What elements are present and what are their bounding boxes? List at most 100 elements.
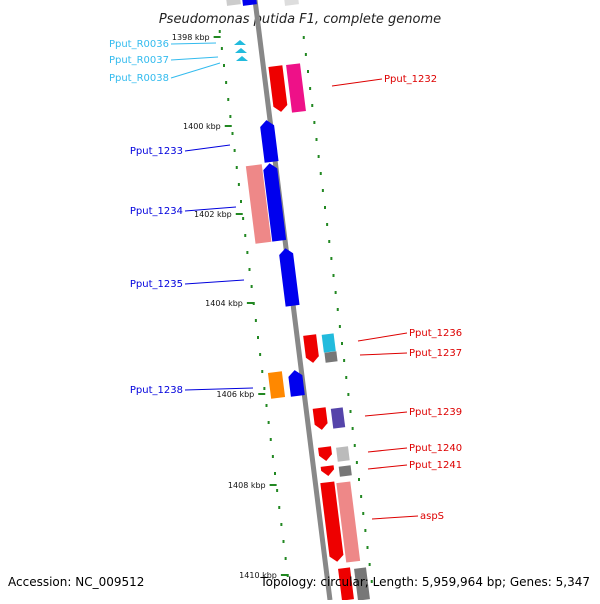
- bottom-gray-box: [354, 567, 370, 601]
- gene-1241-group: [320, 465, 335, 476]
- guide-dot-right: [364, 529, 367, 532]
- trna-marker-1: [235, 48, 247, 53]
- tick-label-2: 1402 kbp: [194, 210, 232, 219]
- gene-1241: [320, 465, 335, 476]
- guide-dot-left: [259, 353, 262, 356]
- guide-dot-right: [341, 342, 343, 345]
- guide-dot-right: [370, 580, 373, 583]
- gene-1240: [318, 446, 332, 461]
- top-gray-box-group: [225, 0, 241, 6]
- guide-dot-right: [334, 291, 337, 294]
- right-gene-leader: [364, 411, 408, 417]
- guide-dot-left: [250, 285, 253, 288]
- guide-dot-right: [362, 512, 365, 515]
- guide-dot-right: [317, 155, 320, 158]
- right-gene-label: Pput_1236: [409, 328, 462, 339]
- guide-dot-right: [353, 444, 356, 447]
- guide-dot-left: [276, 489, 279, 492]
- right-gene-label: Pput_1232: [384, 74, 437, 85]
- tick-label-5: 1408 kbp: [228, 481, 266, 490]
- right-gene-label: Pput_1240: [409, 443, 462, 454]
- gene-1238-group: [288, 370, 305, 397]
- top-right-box: [283, 0, 299, 6]
- tick-mark: [269, 484, 277, 486]
- guide-dot-left: [265, 404, 268, 407]
- gene-1240-group: [318, 446, 332, 461]
- dotted-guides: [218, 30, 373, 583]
- gene-1241-gray: [338, 465, 352, 477]
- gene-1236-cyan: [321, 333, 336, 353]
- tick-label-0: 1398 kbp: [172, 33, 210, 42]
- guide-dot-left: [218, 30, 221, 33]
- left-gene-leader: [184, 387, 254, 391]
- guide-dot-left: [274, 472, 276, 475]
- right-gene-leader: [331, 78, 383, 87]
- gene-asps: [320, 481, 344, 562]
- guide-dot-left: [257, 336, 259, 339]
- tick-mark: [258, 393, 266, 395]
- gene-1240-gray: [336, 446, 350, 462]
- guide-dot-right: [315, 138, 318, 141]
- guide-dot-left: [233, 149, 236, 152]
- tick-group: 1398 kbp 1400 kbp 1402 kbp 1404 kbp 1406 kbp…: [172, 33, 288, 580]
- guide-dot-right: [368, 563, 371, 566]
- guide-dot-left: [244, 234, 247, 237]
- guide-dot-right: [307, 70, 309, 73]
- feature-group: [225, 0, 370, 601]
- tick-label-6: 1410 kbp: [239, 571, 277, 580]
- left-gene-leader: [184, 279, 245, 285]
- left-gene-leader: [170, 56, 219, 61]
- gene-1234-group: [263, 163, 287, 242]
- guide-dot-left: [269, 438, 272, 441]
- guide-dot-right: [328, 240, 331, 243]
- left-gene-label: Pput_1234: [130, 206, 183, 217]
- guide-dot-left: [227, 98, 230, 101]
- guide-dot-left: [237, 183, 240, 186]
- gene-1240-gray-group: [336, 446, 350, 462]
- top-blue-box-group: [241, 0, 257, 6]
- gene-1234-pink-group: [245, 164, 272, 244]
- left-gene-label: Pput_1238: [130, 385, 183, 396]
- tick-mark: [213, 36, 221, 38]
- gene-1234: [263, 163, 287, 242]
- guide-dot-left: [242, 217, 245, 220]
- right-gene-leader: [357, 332, 408, 342]
- guide-dot-left: [225, 81, 228, 84]
- guide-dot-left: [229, 115, 232, 118]
- bottom-red-box: [338, 567, 354, 601]
- gene-1233: [260, 120, 279, 163]
- right-gene-leader: [367, 447, 408, 453]
- guide-dot-left: [248, 268, 251, 271]
- right-gene-label: aspS: [420, 511, 444, 522]
- gene-1239-group: [312, 407, 328, 430]
- guide-dot-left: [220, 47, 223, 50]
- gene-1232-b-group: [286, 63, 306, 113]
- accession-text: Accession: NC_009512: [8, 575, 144, 589]
- right-gene-label: Pput_1241: [409, 460, 462, 471]
- guide-dot-left: [240, 200, 242, 203]
- gene-1236-group: [303, 334, 319, 363]
- left-gene-leader: [170, 42, 217, 45]
- gene-1239-purple: [330, 407, 346, 429]
- tick-label-1: 1400 kbp: [183, 122, 221, 131]
- left-gene-leader: [170, 62, 221, 79]
- gene-1239: [312, 407, 328, 430]
- right-gene-leader: [359, 352, 408, 356]
- gene-1238: [288, 370, 305, 397]
- left-gene-label: Pput_R0038: [109, 73, 169, 84]
- trna-marker-2: [236, 56, 248, 61]
- guide-dot-left: [261, 370, 264, 373]
- guide-dot-right: [319, 172, 322, 175]
- guide-dot-right: [311, 104, 314, 107]
- gene-1232-a: [268, 65, 288, 112]
- guide-dot-right: [336, 308, 339, 311]
- gene-1239-purple-group: [330, 407, 346, 429]
- label-group: Pput_R0036 Pput_R0037 Pput_R0038 Pput_1233 P…: [109, 39, 462, 522]
- right-gene-label: Pput_1237: [409, 348, 462, 359]
- guide-dot-left: [271, 455, 274, 458]
- guide-dot-right: [358, 478, 360, 481]
- tick-mark: [224, 125, 232, 127]
- guide-dot-left: [246, 251, 249, 254]
